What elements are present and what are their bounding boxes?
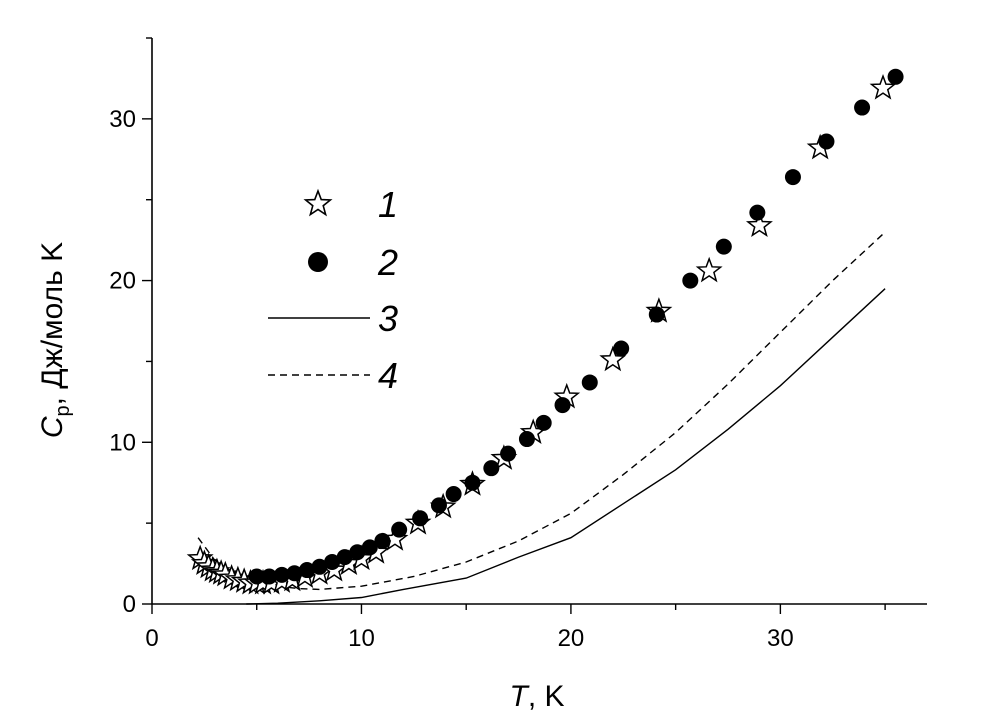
series-markers [186, 68, 904, 595]
series-2-point [518, 431, 535, 448]
y-tick-label: 30 [109, 106, 136, 133]
series-2-point [412, 510, 429, 527]
series-2-point [361, 539, 378, 556]
y-axis-symbol: C [36, 416, 69, 438]
legend-symbol-1 [303, 188, 333, 217]
series-2-point [299, 562, 315, 579]
series-2-point [349, 544, 366, 561]
x-axis-unit: , K [528, 680, 565, 713]
y-axis-unit: , Дж/моль K [36, 242, 69, 406]
x-tick-label: 20 [558, 625, 585, 652]
series-2-point [682, 272, 699, 289]
series-2-point [273, 566, 290, 583]
series-3-line [246, 288, 886, 605]
series-2-point [535, 414, 552, 431]
y-tick-label: 20 [109, 268, 136, 295]
legend: 1 2 3 4 [268, 184, 398, 396]
y-tick-label: 0 [123, 591, 136, 618]
y-axis-label: Cp, Дж/моль K [36, 242, 74, 438]
series-2-point [445, 486, 462, 503]
legend-label-2: 2 [377, 242, 398, 283]
series-2-point [248, 568, 265, 585]
series-2-point [324, 553, 341, 570]
series-1-point [745, 211, 773, 238]
series-2-point [500, 445, 517, 462]
series-1-point [695, 256, 723, 283]
series-2-point [854, 99, 871, 116]
legend-label-3: 3 [378, 298, 398, 339]
series-2-point [430, 497, 447, 514]
series-2-point [887, 68, 904, 85]
series-2-point [749, 204, 766, 221]
axes: 0 10 20 30 0 10 20 30 [109, 37, 927, 652]
series-2-point [261, 568, 278, 585]
series-2-point [483, 460, 500, 477]
x-tick-label: 10 [348, 625, 375, 652]
x-axis-symbol: T [509, 680, 530, 713]
legend-symbol-2 [308, 252, 328, 272]
legend-label-4: 4 [378, 355, 398, 396]
series-2-point [818, 133, 835, 150]
series-2-point [613, 340, 630, 357]
series-2-point [464, 474, 481, 491]
x-tick-label: 0 [145, 625, 158, 652]
y-axis-subscript: p [52, 405, 74, 416]
series-2-point [336, 549, 353, 566]
series-lines [197, 231, 886, 605]
series-2-point [554, 397, 571, 414]
series-2-point [311, 558, 328, 575]
y-tick-label: 10 [109, 429, 136, 456]
series-2-point [784, 169, 801, 186]
series-1-point [869, 73, 897, 100]
legend-label-1: 1 [378, 184, 398, 225]
series-2-point [391, 521, 408, 538]
series-2-point [715, 238, 732, 255]
series-2-point [648, 306, 665, 323]
series-2-point [581, 374, 598, 391]
x-tick-label: 30 [767, 625, 794, 652]
series-4-line [197, 231, 886, 591]
series-2-point [374, 532, 391, 549]
x-axis-label: T, K [509, 680, 564, 713]
series-2-point [286, 565, 303, 582]
